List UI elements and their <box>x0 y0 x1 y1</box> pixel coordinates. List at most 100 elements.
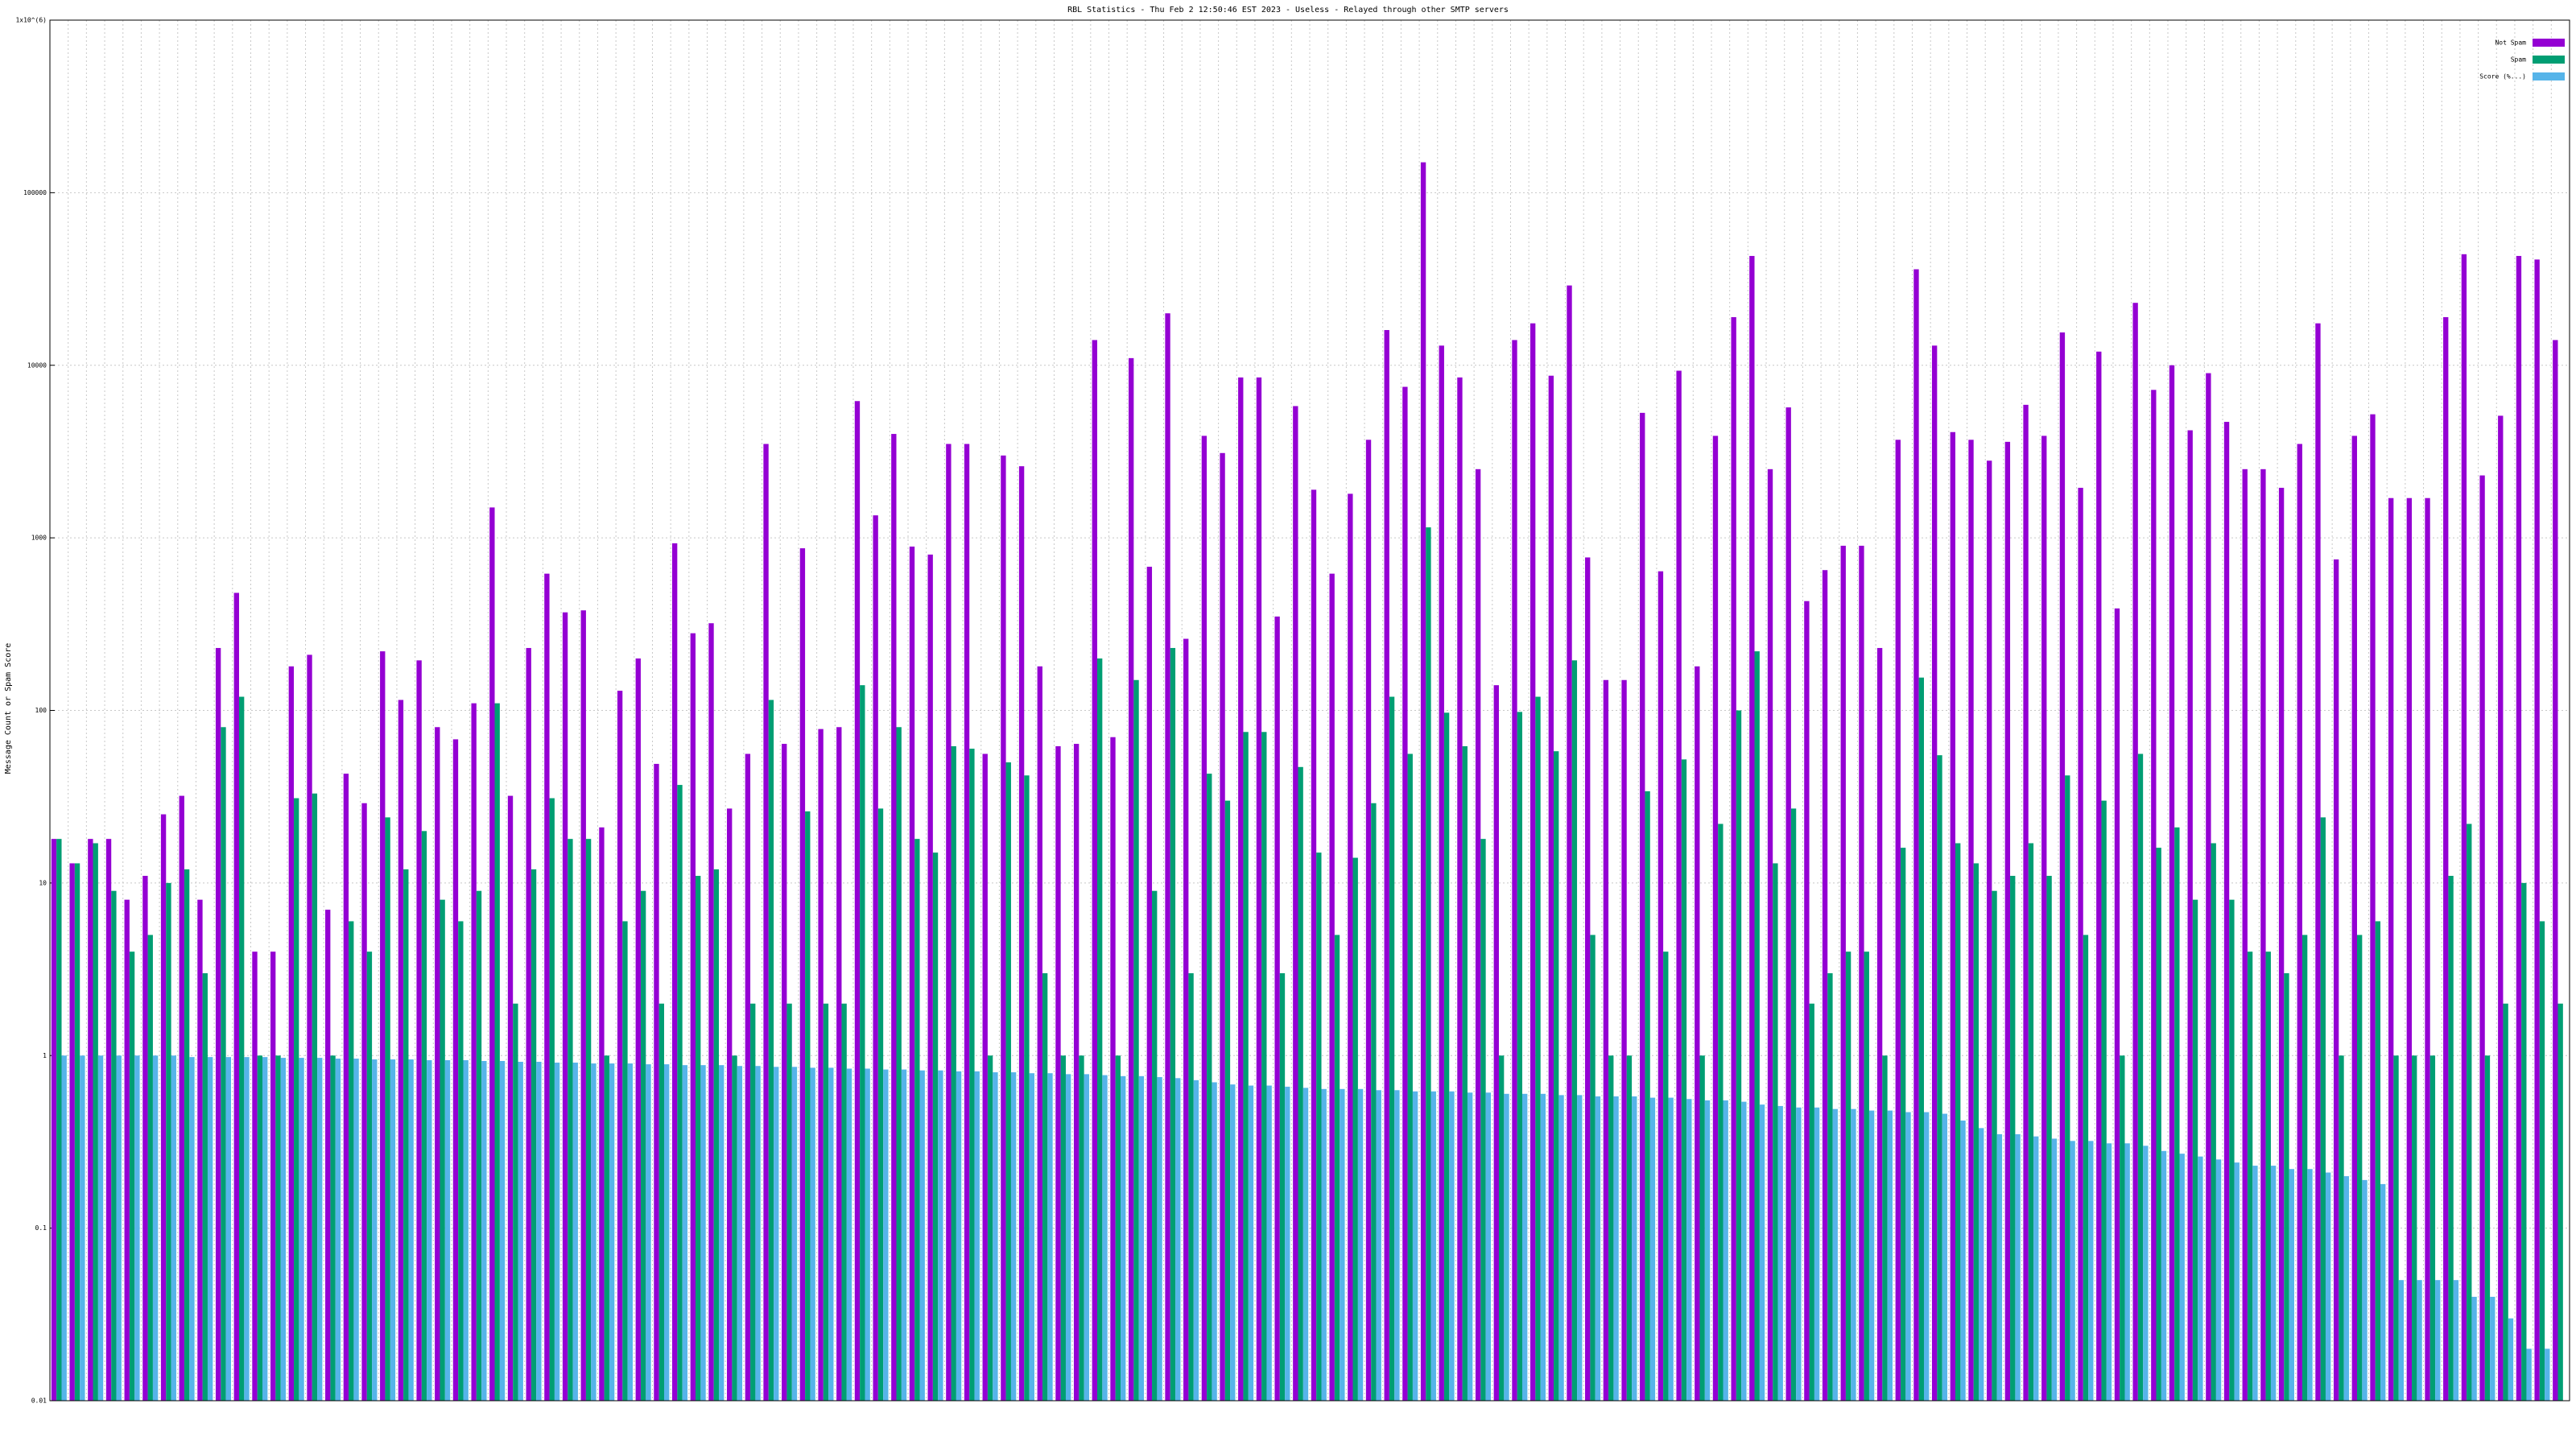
bar <box>901 1069 907 1401</box>
bar <box>317 1058 323 1401</box>
bar <box>1010 1072 1017 1401</box>
bar <box>1407 753 1413 1401</box>
bar <box>1005 762 1011 1401</box>
bar <box>513 1003 518 1401</box>
bar <box>609 1063 615 1401</box>
y-tick-label: 0.1 <box>35 1224 47 1232</box>
bar <box>184 869 190 1401</box>
bar <box>1065 1074 1071 1401</box>
bar <box>1530 323 1536 1402</box>
y-tick-label: 10000 <box>27 361 47 369</box>
y-tick-label: 1x10^(6) <box>15 17 47 24</box>
bar <box>88 839 93 1401</box>
bar <box>349 921 354 1401</box>
bar <box>1412 1091 1418 1401</box>
bar <box>2010 876 2016 1401</box>
bar <box>1777 1105 1783 1401</box>
bar <box>233 592 239 1401</box>
bar <box>1238 377 1244 1401</box>
bar <box>1773 863 1778 1401</box>
bar <box>361 803 367 1401</box>
bar <box>476 890 482 1401</box>
bar <box>372 1059 378 1401</box>
bar <box>1663 952 1669 1401</box>
bar <box>1055 746 1061 1401</box>
bar <box>2033 1136 2039 1401</box>
bar <box>1293 406 1298 1402</box>
bar <box>2362 1179 2368 1401</box>
bar <box>1571 660 1578 1401</box>
y-tick-label: 1000 <box>31 535 47 542</box>
bar <box>1676 370 1682 1401</box>
bar <box>2215 1159 2222 1401</box>
bar <box>2278 487 2285 1401</box>
bar <box>1138 1075 1145 1401</box>
bar <box>1115 1055 1121 1401</box>
bar <box>2406 497 2413 1401</box>
bar <box>1905 1112 1911 1401</box>
bar <box>197 899 203 1401</box>
bar <box>2429 1055 2436 1401</box>
bar <box>663 1064 670 1401</box>
bar <box>658 1003 664 1401</box>
bar <box>1170 647 1176 1401</box>
bar <box>2106 1143 2112 1401</box>
bar <box>1079 1055 1084 1401</box>
bar <box>244 1057 250 1401</box>
bar <box>499 1061 506 1401</box>
bar <box>1686 1099 1692 1401</box>
bar <box>635 658 641 1401</box>
bar <box>1955 843 1961 1401</box>
bar <box>1754 651 1760 1401</box>
bar <box>696 876 701 1401</box>
bar <box>2297 444 2302 1401</box>
bar <box>1796 1107 1802 1401</box>
bar <box>1443 712 1450 1401</box>
bar <box>2356 935 2363 1401</box>
bar <box>2156 848 2161 1401</box>
bar <box>1248 1085 1254 1401</box>
bar <box>2479 475 2485 1401</box>
bar <box>896 727 902 1401</box>
bar <box>1645 791 1650 1401</box>
bar <box>1864 952 1869 1401</box>
bar <box>526 647 531 1401</box>
bar <box>1157 1077 1162 1401</box>
bar <box>380 651 386 1401</box>
bar <box>1334 935 1340 1401</box>
bar <box>1498 1055 1505 1401</box>
bar <box>2192 899 2198 1401</box>
bar <box>1321 1088 1327 1401</box>
bar <box>1352 857 1358 1401</box>
bar <box>1266 1085 1272 1401</box>
bar <box>828 1067 834 1401</box>
bar <box>1024 775 1030 1401</box>
bar <box>1121 1075 1126 1401</box>
bar <box>1152 890 1158 1401</box>
bar <box>1522 1093 1528 1401</box>
bar <box>2023 404 2029 1402</box>
bar <box>171 1055 176 1401</box>
bar <box>2503 1003 2508 1401</box>
bar <box>1723 1100 1728 1401</box>
bar <box>860 685 865 1401</box>
bar <box>671 543 678 1401</box>
bar <box>1504 1093 1509 1401</box>
bar <box>1165 313 1170 1402</box>
bar <box>2516 255 2522 1401</box>
bar <box>1224 800 1231 1401</box>
bar <box>1585 557 1591 1402</box>
bar <box>299 1058 304 1401</box>
bar <box>1517 712 1523 1401</box>
bar <box>124 899 130 1401</box>
bar <box>713 869 720 1401</box>
bar <box>481 1061 487 1401</box>
bar <box>1923 1112 1930 1401</box>
bar <box>682 1065 688 1401</box>
bar <box>1201 436 1208 1401</box>
y-tick-label: 10 <box>39 879 47 886</box>
bar <box>307 654 312 1401</box>
bar <box>207 1057 213 1401</box>
bar <box>708 623 714 1401</box>
bar <box>2143 1146 2149 1401</box>
